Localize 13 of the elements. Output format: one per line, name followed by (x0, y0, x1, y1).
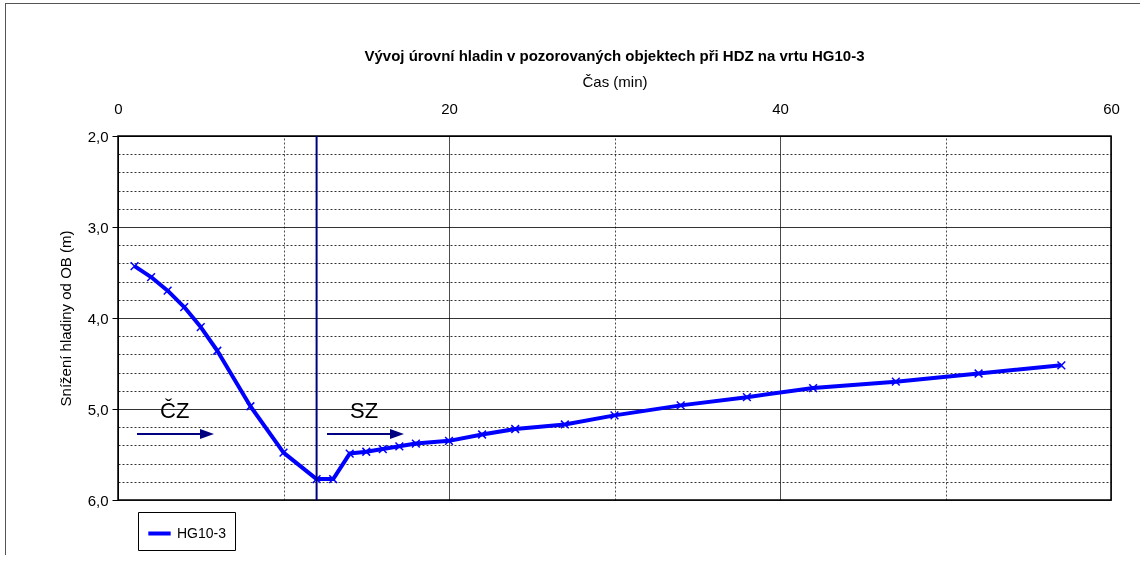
x-tick-label: 20 (441, 99, 458, 117)
y-axis-title: Snížení hladiny od OB (m) (56, 230, 74, 407)
y-tick-label: 3,0 (87, 218, 109, 236)
x-axis-title: Čas (min) (582, 72, 648, 90)
x-tick-label: 0 (114, 99, 123, 117)
x-tick-label: 60 (1103, 99, 1120, 117)
legend-label: HG10-3 (177, 524, 227, 541)
y-tick-label: 6,0 (87, 491, 109, 509)
y-tick-label: 5,0 (87, 400, 109, 418)
y-tick-label: 4,0 (87, 309, 109, 327)
chart-title: Vývoj úrovní hladin v pozorovaných objektech při HDZ na vrtu HG10-3 (364, 47, 865, 64)
y-tick-label: 2,0 (87, 127, 109, 145)
x-tick-label: 40 (772, 99, 789, 117)
